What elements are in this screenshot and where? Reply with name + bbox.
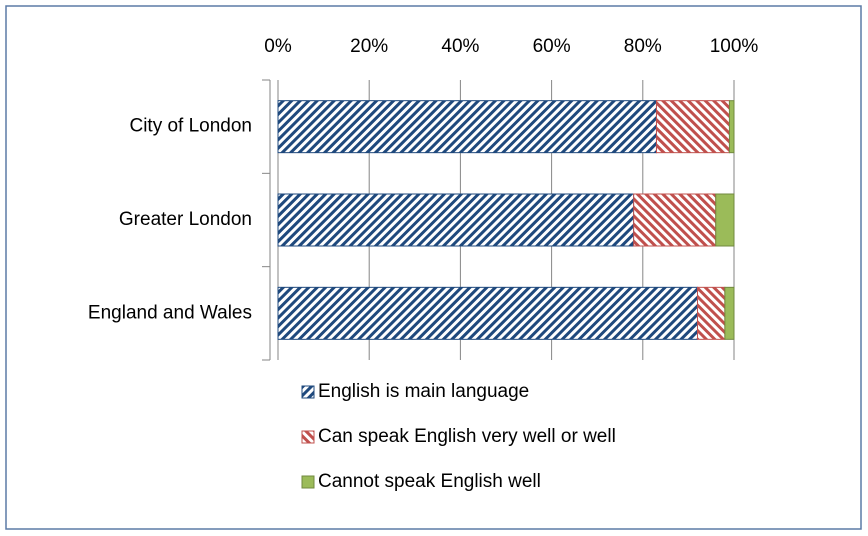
x-tick-label: 100% (710, 36, 759, 57)
y-tick-label: Greater London (119, 209, 252, 230)
x-tick-label: 80% (624, 36, 662, 57)
x-tick-label: 40% (441, 36, 479, 57)
bar (277, 100, 657, 154)
bar (277, 286, 699, 340)
bar (655, 100, 730, 154)
chart-frame (5, 5, 862, 530)
legend-swatch (301, 385, 315, 399)
legend-swatch (301, 430, 315, 444)
legend-label: Cannot speak English well (318, 471, 541, 492)
y-tick-label: England and Wales (88, 302, 252, 323)
bar (728, 100, 735, 154)
bar (715, 193, 735, 247)
x-tick-label: 60% (533, 36, 571, 57)
bar (697, 286, 726, 340)
legend-label: English is main language (318, 381, 529, 402)
y-tick-label: City of London (129, 116, 252, 137)
legend-swatch (301, 475, 315, 489)
bar (633, 193, 717, 247)
legend-label: Can speak English very well or well (318, 426, 616, 447)
bar (277, 193, 635, 247)
x-tick-label: 20% (350, 36, 388, 57)
x-tick-label: 0% (264, 36, 292, 57)
bar (724, 286, 735, 340)
